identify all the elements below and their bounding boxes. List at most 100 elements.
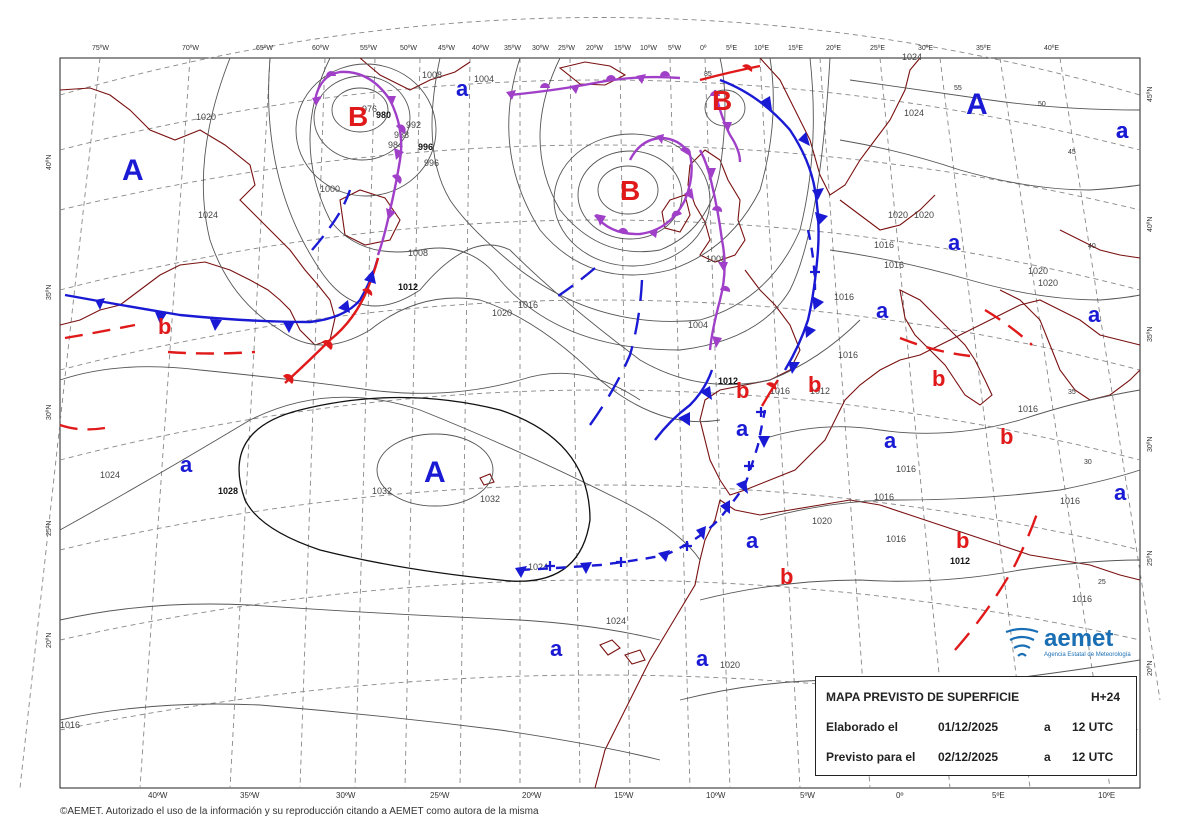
cold-front-triangle — [812, 296, 824, 310]
convergence-line-east — [806, 229, 817, 291]
convergence-line-south — [519, 409, 767, 572]
valid-time: 12 UTC — [1072, 750, 1114, 764]
isobar-label: 1004 — [688, 320, 708, 330]
coast-baltic — [839, 194, 936, 231]
isobar-label: 1016 — [518, 300, 538, 310]
lon-label: 10ºE — [1098, 791, 1115, 800]
lat-label: 25ºN — [1147, 551, 1154, 566]
lon-label: 15ºW — [614, 791, 634, 800]
isobar-label: 1016 — [1072, 594, 1092, 604]
convergence-triangle — [758, 436, 770, 448]
info-title-row: MAPA PREVISTO DE SUPERFICIE H+24 — [826, 687, 1126, 707]
relative-low-label: b — [808, 372, 821, 397]
cold-front-triangle — [798, 132, 810, 146]
isobar-label: 1016 — [60, 720, 80, 730]
cold-front-triangle — [364, 270, 376, 284]
isobar-label: 1012 — [810, 386, 830, 396]
issued-time: 12 UTC — [1072, 720, 1114, 734]
coast-greenland — [359, 57, 471, 91]
isobar-1004 — [431, 57, 814, 322]
isobar-label: 1020 — [492, 308, 512, 318]
isobar-low-central-2 — [577, 150, 683, 240]
isobar-label: 1012 — [718, 376, 738, 386]
logo-subtitle: Agencia Estatal de Meteorología — [1044, 652, 1131, 658]
relative-high-label: a — [696, 646, 709, 671]
forecast-step: H+24 — [1090, 690, 1120, 704]
isobar-label: 1024 — [606, 616, 626, 626]
isobar-label: 1000 — [320, 184, 340, 194]
warm-front-semicircle — [766, 382, 777, 390]
isobar-africa-1 — [699, 559, 1141, 601]
high-pressure-label: A — [966, 88, 988, 121]
lon-label: 35ºW — [504, 45, 521, 52]
convergence-triangle — [696, 526, 706, 540]
occluded-front-uk — [713, 89, 742, 163]
occluded-front-central — [594, 136, 693, 236]
lon-label: 25ºW — [558, 45, 575, 52]
coast-azores — [479, 473, 495, 486]
isobar-label: 30 — [1084, 459, 1092, 466]
coast-north-america — [59, 87, 336, 346]
coast-turkey — [1059, 229, 1141, 259]
isobar-label: 1016 — [886, 534, 906, 544]
warm-front-west — [284, 257, 380, 384]
cold-front-triangle — [155, 312, 167, 324]
lat-label: 30ºN — [1147, 437, 1154, 452]
lon-label: 5ºE — [726, 45, 737, 52]
lon-label: 55ºW — [360, 45, 377, 52]
high-pressure-label: A — [424, 456, 446, 489]
graticule — [19, 17, 1161, 789]
warm-front-semicircle — [283, 373, 294, 384]
cold-front-triangle — [95, 298, 105, 310]
lon-label: 30ºW — [532, 45, 549, 52]
lon-label: 60ºW — [312, 45, 329, 52]
isobar-1016-sw — [59, 703, 661, 761]
coast-newfoundland — [339, 189, 401, 246]
lat-label: 25ºN — [46, 521, 53, 536]
isobar-label: 45 — [1068, 149, 1076, 156]
isobar-label: 1012 — [398, 282, 418, 292]
isobar-label: 976 — [362, 104, 377, 114]
lon-label: 65ºW — [256, 45, 273, 52]
low-pressure-label: B — [348, 101, 368, 132]
isobar-label: 1008 — [422, 70, 442, 80]
relative-low-label: b — [1000, 424, 1013, 449]
occluded-symbols — [312, 71, 732, 348]
isobar-label: 1032 — [372, 486, 392, 496]
coast-africa-north — [719, 499, 1141, 581]
warm-front-semicircle — [322, 339, 333, 350]
convergence-triangle — [515, 566, 527, 578]
isobar-label: 1016 — [874, 492, 894, 502]
aemet-logo: aemet Agencia Estatal de Meteorología — [1004, 624, 1144, 664]
left-lat-labels: 40ºN 35ºN 30ºN 25ºN 20ºN — [46, 155, 53, 648]
relative-high-label: a — [456, 76, 469, 101]
lon-label: 50ºW — [400, 45, 417, 52]
lon-label: 45ºW — [438, 45, 455, 52]
isobar-label: 1016 — [896, 464, 916, 474]
lon-label: 35ºW — [240, 791, 260, 800]
cold-front-triangle — [338, 300, 350, 313]
cold-front-triangle — [210, 319, 222, 331]
isobar-label: 1012 — [950, 556, 970, 566]
coast-ireland — [661, 194, 691, 233]
lon-label: 10ºE — [754, 45, 769, 52]
relative-high-label: a — [1116, 118, 1129, 143]
thermal-trough-sw — [59, 423, 106, 431]
isobar-low-west-core — [331, 87, 389, 133]
isobar-996 — [539, 57, 726, 253]
relative-high-label: a — [948, 230, 961, 255]
logo-wordmark: aemet — [1044, 625, 1113, 652]
relative-high-label: a — [736, 416, 749, 441]
lon-label: 0º — [896, 791, 903, 800]
warm-front-semicircle — [362, 288, 373, 296]
issued-row: Elaborado el 01/12/2025 a 12 UTC — [826, 717, 1126, 737]
isobar-label: 1024 — [904, 108, 924, 118]
valid-row: Previsto para el 02/12/2025 a 12 UTC — [826, 747, 1126, 767]
lon-label: 20ºE — [826, 45, 841, 52]
isobar-label: 50 — [1038, 101, 1046, 108]
cold-front-iberia — [654, 369, 714, 441]
isobar-label: 1020 — [812, 516, 832, 526]
fronts — [59, 64, 1042, 651]
isobar-label: 40 — [1088, 243, 1096, 250]
convergence-crosses — [545, 267, 820, 571]
